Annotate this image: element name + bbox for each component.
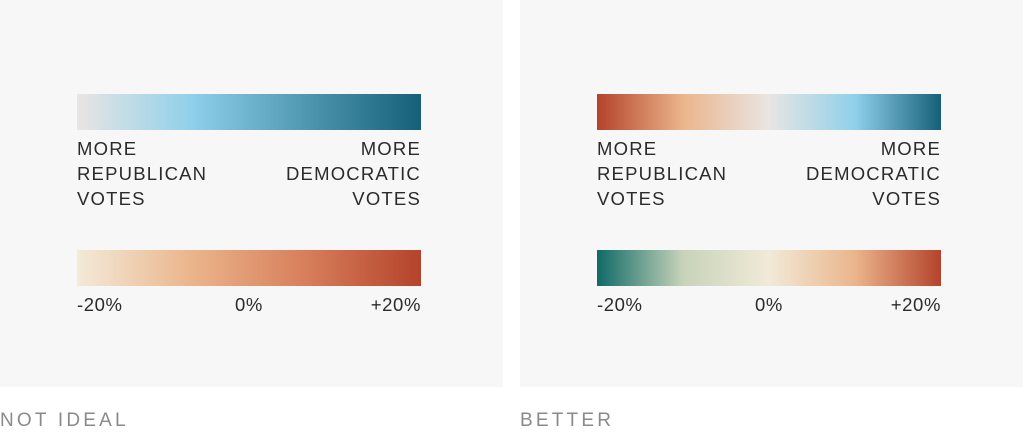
panel-not-ideal: MORE REPUBLICAN VOTES MORE DEMOCRATIC VO…: [0, 0, 503, 387]
votes-gradient-bar: [597, 94, 941, 130]
republican-label: MORE REPUBLICAN VOTES: [77, 138, 208, 209]
tick-label-max: +20%: [370, 294, 421, 315]
panel-better: MORE REPUBLICAN VOTES MORE DEMOCRATIC VO…: [520, 0, 1023, 387]
democratic-label: MORE DEMOCRATIC VOTES: [806, 138, 941, 209]
tick-label-min: -20%: [597, 294, 643, 315]
percent-gradient-bar: [77, 250, 421, 286]
democratic-label: MORE DEMOCRATIC VOTES: [286, 138, 421, 209]
percent-gradient-bar: [597, 250, 941, 286]
tick-label-min: -20%: [77, 294, 123, 315]
tick-label-max: +20%: [890, 294, 941, 315]
tick-label-mid: 0%: [235, 294, 263, 315]
tick-label-mid: 0%: [755, 294, 783, 315]
votes-gradient-bar: [77, 94, 421, 130]
caption-not-ideal: NOT IDEAL: [0, 410, 129, 431]
caption-better: BETTER: [520, 410, 615, 431]
republican-label: MORE REPUBLICAN VOTES: [597, 138, 728, 209]
